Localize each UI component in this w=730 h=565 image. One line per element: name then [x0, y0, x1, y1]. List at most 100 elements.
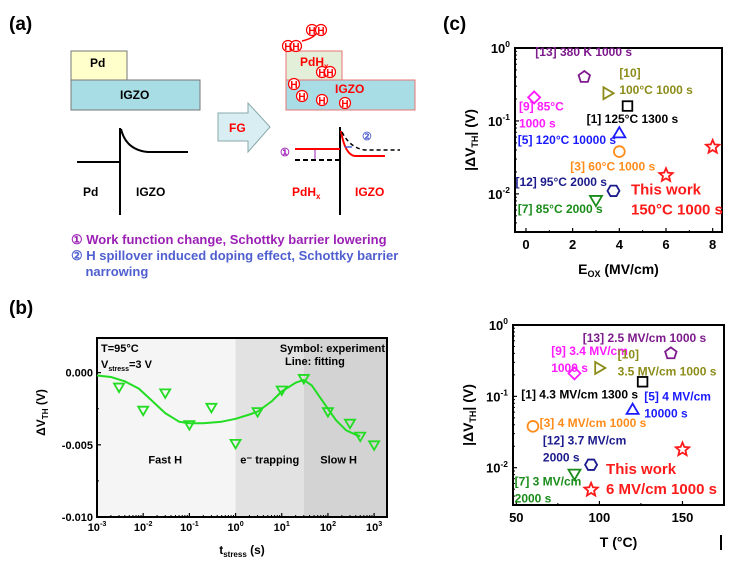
x-tick-label: 150 — [672, 510, 694, 525]
hydrogen-atom — [338, 96, 352, 110]
plot-frame — [512, 324, 725, 506]
igzo-layer-label: IGZO — [120, 88, 149, 102]
x-tick-label: 6 — [662, 237, 669, 252]
marker-1-label: ① — [280, 147, 290, 159]
data-point-star — [703, 137, 722, 155]
hydrogen-atom-label: H — [318, 96, 325, 107]
point-label: [9] 3.4 MV/cm — [551, 344, 628, 358]
forming-gas-arrow — [217, 101, 271, 154]
data-point-triangle-down — [158, 388, 172, 400]
data-point-hexagon — [606, 184, 621, 197]
y-tick-label: 10-1 — [486, 387, 508, 404]
pdhx-layer-label: PdHx — [300, 55, 329, 71]
y-tick-label: 0.000 — [65, 368, 93, 380]
point-label: 100°C 1000 s — [619, 83, 693, 97]
hydrogen-atom-label: H — [284, 42, 291, 53]
point-label: [10] — [618, 347, 639, 361]
hydrogen-atom-label: H — [292, 42, 299, 53]
data-point-square — [636, 376, 649, 388]
point-label: 1000 s — [519, 116, 556, 130]
y-axis-label: ΔVTH (V) — [34, 389, 50, 436]
hydrogen-atom — [315, 93, 329, 107]
legend-item-1: ① Work function change, Schottky barrier… — [71, 232, 387, 247]
y-axis-label: |ΔVTH| (V) — [460, 384, 478, 446]
chart-c-bottom: 100 10-1 10-2 50 100 150 T (°C) |ΔVTH| (V) [13] … — [460, 316, 725, 550]
y-tick-label: 100 — [491, 39, 510, 56]
data-point-triangle-right — [594, 360, 608, 376]
x-tick-label: 103 — [366, 520, 382, 534]
point-label: 2000 s — [543, 451, 580, 465]
point-label: 150°C 1000 s — [631, 202, 723, 219]
region-label: Fast H — [148, 454, 182, 466]
igzo-layer — [70, 79, 201, 111]
band-diagram-after — [295, 127, 400, 215]
hydrogen-atom — [323, 65, 337, 79]
data-point-triangle-down — [367, 440, 381, 452]
data-point-triangle-up — [611, 125, 627, 139]
hydrogen-atom — [289, 39, 303, 53]
legend-line: Line: fitting — [285, 356, 345, 368]
hydrogen-atom-label: H — [290, 80, 297, 91]
point-label: 2000 s — [515, 492, 552, 506]
x-tick-label: 101 — [274, 520, 290, 534]
chart-c-top: 100 10-1 10-2 0 2 4 6 8 EOX (MV/cm) |ΔVTH| (V) [13… — [462, 39, 723, 279]
data-point-circle — [526, 420, 540, 433]
x-tick-label: 0 — [522, 237, 529, 252]
data-point-triangle-down — [275, 385, 289, 397]
data-point-star — [673, 440, 692, 458]
data-point-triangle-down — [228, 438, 243, 451]
point-label: 10000 s — [644, 406, 688, 420]
x-tick-label: 10-2 — [134, 520, 153, 534]
panel-label-b: (b) — [9, 298, 34, 319]
band-before-right-label: IGZO — [136, 185, 165, 199]
data-point-triangle-down — [204, 402, 218, 415]
x-tick-label: 50 — [509, 510, 523, 525]
y-tick-label: 100 — [489, 316, 508, 333]
condition-temperature: T=95°C — [101, 343, 139, 355]
point-label: [1] 4.3 MV/cm 1300 s — [521, 388, 638, 402]
data-point-circle — [613, 145, 626, 158]
region-slow-h — [303, 338, 387, 517]
data-point-star — [657, 165, 675, 183]
hydrogen-atom — [314, 23, 328, 37]
y-tick-label: -0.005 — [62, 440, 93, 452]
point-label: [10] — [619, 66, 640, 80]
x-tick-label: 4 — [616, 237, 624, 252]
point-label: [5] 120°C 10000 s — [518, 133, 617, 147]
band-before-left-label: Pd — [83, 185, 98, 199]
data-point-triangle-down — [297, 374, 311, 386]
panel-label-a: (a) — [9, 14, 33, 35]
hydrogen-atom-label: H — [318, 68, 325, 79]
region-label: Slow H — [320, 454, 357, 466]
point-label: [13] 2.5 MV/cm 1000 s — [583, 331, 707, 345]
hydrogen-atom-label: H — [298, 92, 305, 103]
x-axis-label: EOX (MV/cm) — [578, 261, 659, 279]
hydrogen-atom-label: H — [341, 99, 348, 110]
point-label: 3.5 MV/cm 1000 s — [618, 364, 717, 378]
y-tick-label: -0.010 — [62, 512, 93, 524]
data-point-star — [582, 480, 600, 498]
hydrogen-atom-label: H — [326, 68, 333, 79]
x-tick-label: 100 — [227, 520, 243, 534]
point-label: [12] 95°C 2000 s — [515, 175, 607, 189]
point-label: [7] 85°C 2000 s — [518, 202, 603, 216]
y-tick-label: 10-2 — [486, 459, 508, 476]
chart-b: 10-3 10-2 10-1 100 101 102 103 0.000 -0.005 -0.01… — [34, 337, 388, 559]
x-tick-label: 100 — [589, 510, 611, 525]
point-label: [5] 4 MV/cm — [644, 389, 711, 403]
legend-item-2-cont: narrowing — [71, 264, 149, 279]
plot-frame — [96, 337, 388, 518]
data-point-pentagon — [664, 346, 678, 360]
x-axis-label: tstress (s) — [219, 543, 265, 559]
x-tick-label: 8 — [709, 237, 716, 252]
x-tick-label: 10-3 — [88, 520, 107, 534]
panel-label-c: (c) — [443, 14, 467, 35]
data-point-triangle-down — [343, 418, 357, 430]
condition-stress-voltage: Vstress=3 V — [101, 359, 153, 373]
x-tick-label: 10-1 — [180, 520, 199, 534]
data-point-triangle-down — [251, 407, 265, 419]
point-label: [12] 3.7 MV/cm — [543, 434, 626, 448]
data-point-triangle-down — [353, 431, 367, 443]
hydrogen-atom — [287, 77, 301, 91]
point-label: [3] 4 MV/cm 1000 s — [540, 416, 647, 430]
